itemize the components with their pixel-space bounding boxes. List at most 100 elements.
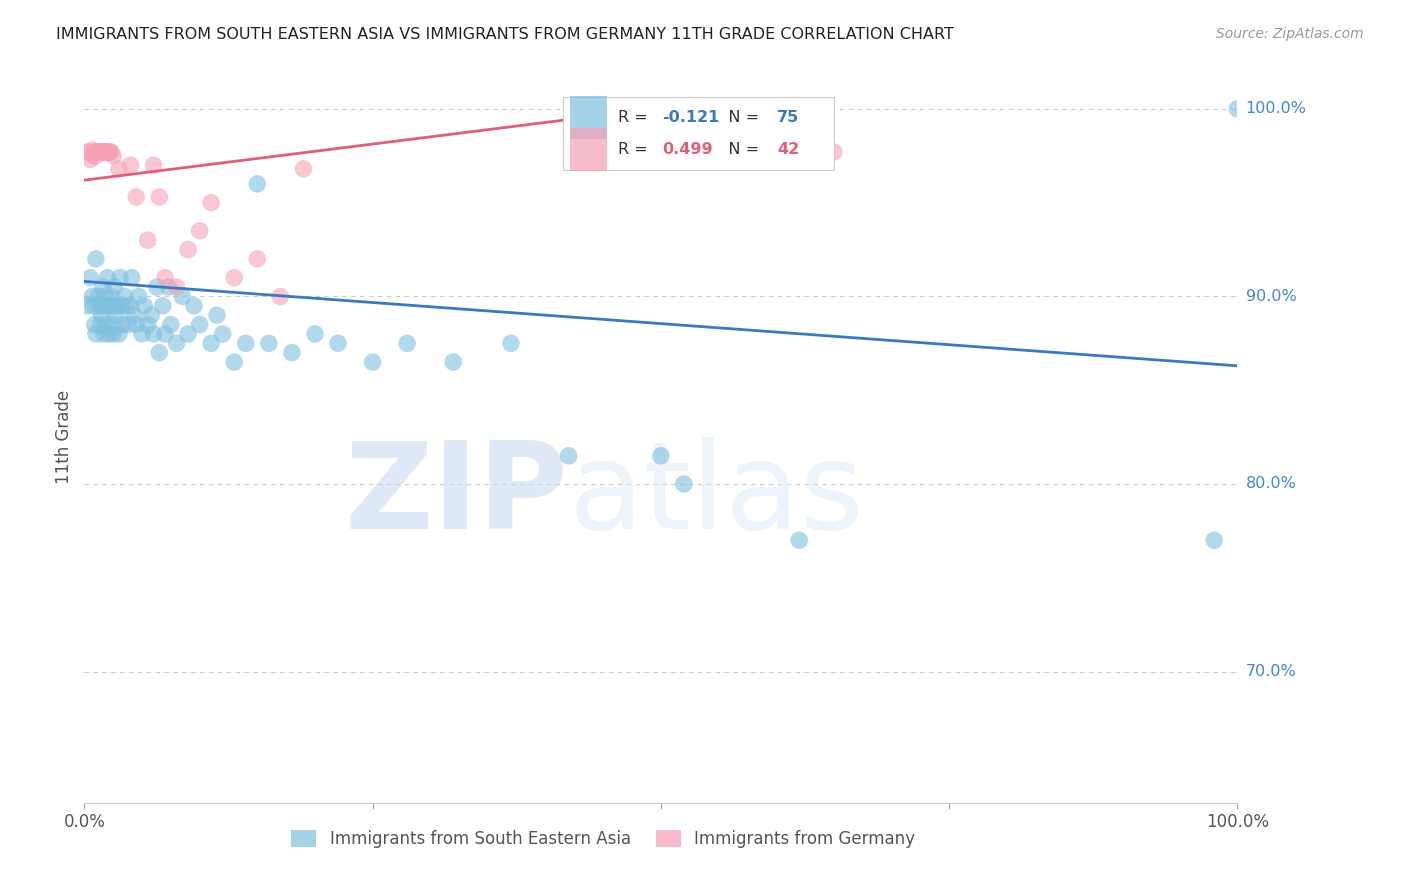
Point: [82, 143, 104, 157]
Point: [125, 318, 148, 332]
Point: [125, 190, 148, 204]
Point: [128, 289, 150, 303]
Legend: Immigrants from South Eastern Asia, Immigrants from Germany: Immigrants from South Eastern Asia, Immi…: [283, 822, 924, 856]
Point: [94, 145, 117, 159]
Point: [224, 270, 246, 285]
Point: [160, 318, 183, 332]
Point: [1204, 533, 1226, 548]
Point: [84, 252, 107, 266]
Point: [94, 145, 117, 159]
Point: [103, 280, 125, 294]
Point: [115, 299, 138, 313]
Point: [108, 326, 131, 341]
Text: N =: N =: [713, 142, 763, 157]
Point: [89, 299, 111, 313]
Point: [91, 299, 114, 313]
Point: [84, 326, 107, 341]
Text: 0.499: 0.499: [662, 142, 713, 157]
Point: [787, 533, 810, 548]
Point: [157, 280, 180, 294]
Text: 75: 75: [778, 110, 800, 125]
Point: [98, 299, 121, 313]
Point: [142, 326, 165, 341]
Text: 100.0%: 100.0%: [1246, 102, 1306, 116]
Point: [84, 145, 107, 159]
Point: [104, 308, 127, 322]
Point: [172, 289, 194, 303]
Point: [105, 299, 128, 313]
Text: ZIP: ZIP: [344, 437, 568, 554]
Point: [83, 145, 105, 159]
Point: [120, 299, 142, 313]
Point: [90, 145, 112, 159]
Y-axis label: 11th Grade: 11th Grade: [55, 390, 73, 484]
Point: [86, 145, 108, 159]
Point: [650, 449, 672, 463]
Point: [108, 161, 131, 176]
Point: [136, 233, 159, 247]
Point: [84, 149, 107, 163]
Point: [103, 299, 124, 313]
Point: [96, 145, 118, 159]
Point: [93, 145, 115, 159]
Point: [246, 177, 269, 191]
Point: [152, 299, 174, 313]
FancyBboxPatch shape: [562, 97, 834, 170]
Point: [672, 477, 695, 491]
Point: [83, 299, 105, 313]
Point: [292, 161, 315, 176]
Point: [166, 280, 188, 294]
Point: [76, 299, 98, 313]
Point: [304, 326, 326, 341]
Point: [183, 299, 205, 313]
Point: [98, 145, 121, 159]
Text: 70.0%: 70.0%: [1246, 664, 1296, 679]
FancyBboxPatch shape: [569, 128, 606, 171]
Point: [200, 195, 222, 210]
Point: [83, 318, 105, 332]
Point: [205, 308, 228, 322]
Point: [134, 299, 156, 313]
Point: [148, 190, 170, 204]
Point: [396, 336, 419, 351]
Point: [100, 289, 122, 303]
Point: [103, 149, 124, 163]
Text: R =: R =: [619, 110, 652, 125]
Point: [188, 224, 211, 238]
Point: [131, 326, 153, 341]
Point: [110, 299, 132, 313]
Point: [89, 318, 111, 332]
Point: [361, 355, 384, 369]
Point: [103, 326, 124, 341]
Point: [1226, 102, 1249, 116]
Point: [117, 318, 139, 332]
Point: [97, 145, 120, 159]
Point: [188, 318, 211, 332]
Text: IMMIGRANTS FROM SOUTH EASTERN ASIA VS IMMIGRANTS FROM GERMANY 11TH GRADE CORRELA: IMMIGRANTS FROM SOUTH EASTERN ASIA VS IM…: [56, 27, 955, 42]
Point: [96, 318, 118, 332]
Point: [441, 355, 464, 369]
Point: [96, 299, 118, 313]
Point: [765, 145, 787, 159]
Point: [96, 270, 118, 285]
Point: [94, 289, 117, 303]
Point: [93, 326, 115, 341]
Point: [97, 326, 120, 341]
FancyBboxPatch shape: [569, 95, 606, 139]
Point: [224, 355, 246, 369]
Point: [177, 326, 200, 341]
Text: 90.0%: 90.0%: [1246, 289, 1296, 304]
Point: [257, 336, 280, 351]
Point: [148, 345, 170, 359]
Text: R =: R =: [619, 142, 652, 157]
Point: [177, 243, 200, 257]
Point: [82, 289, 104, 303]
Point: [142, 158, 165, 172]
Point: [87, 289, 110, 303]
Point: [120, 158, 142, 172]
Point: [100, 145, 122, 159]
Point: [91, 145, 114, 159]
Text: 80.0%: 80.0%: [1246, 476, 1296, 491]
Point: [83, 149, 105, 163]
Point: [90, 308, 112, 322]
